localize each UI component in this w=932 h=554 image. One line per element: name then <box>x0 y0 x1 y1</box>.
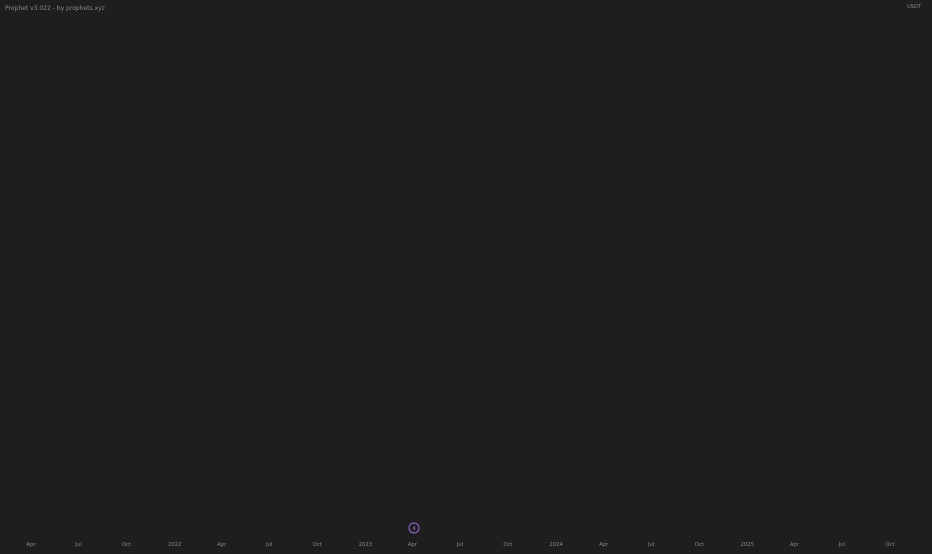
x-tick-label: Oct <box>695 542 704 548</box>
x-tick-label: Oct <box>313 542 322 548</box>
x-tick-label: Apr <box>217 542 227 548</box>
x-tick-label: 2022 <box>168 542 181 548</box>
x-tick-label: Oct <box>885 542 894 548</box>
x-tick-label: Oct <box>503 542 512 548</box>
x-tick-label: Jul <box>838 542 845 548</box>
x-tick-label: 2024 <box>549 542 563 548</box>
x-tick-label: Jul <box>456 542 463 548</box>
x-tick-label: Jul <box>647 542 654 548</box>
x-tick-label: Apr <box>408 542 418 548</box>
x-tick-label: Apr <box>599 542 609 548</box>
watermark-text: Prophet v3.022 - by prophets.xyz <box>5 5 105 12</box>
x-tick-label: Oct <box>122 542 131 548</box>
bolt-icon[interactable] <box>408 522 420 534</box>
x-tick-label: Jul <box>74 542 81 548</box>
x-axis: Apr Jul Oct 2022 Apr Jul Oct 2023 Apr Jul Oct 2024 A… <box>26 542 894 548</box>
x-tick-label: 2023 <box>359 542 372 548</box>
x-tick-label: Apr <box>26 542 36 548</box>
x-tick-label: Jul <box>265 542 272 548</box>
x-tick-label: 2025 <box>741 542 754 548</box>
x-tick-label: Apr <box>790 542 800 548</box>
y-tick-label: USDT <box>907 4 922 10</box>
y-axis: USDT80000.0075000.0069000.0065000.006100… <box>907 4 922 10</box>
